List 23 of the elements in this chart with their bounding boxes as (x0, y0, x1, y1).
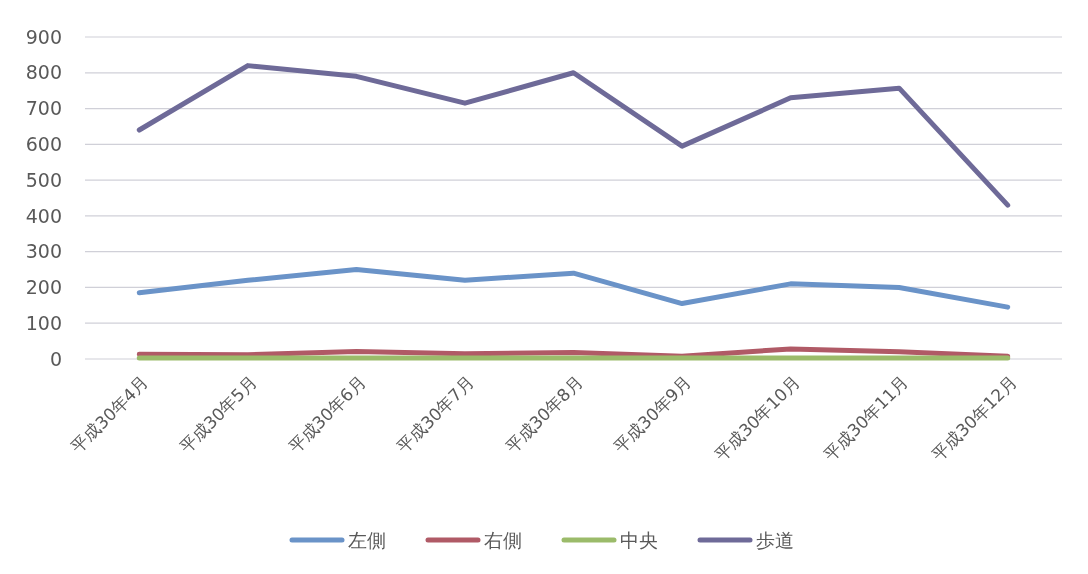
x-tick-label: 平成30年11月 (819, 371, 913, 465)
y-tick-label: 800 (25, 61, 62, 84)
legend-label: 歩道 (756, 528, 794, 551)
x-tick-label: 平成30年9月 (609, 371, 696, 458)
y-tick-label: 400 (25, 204, 62, 227)
x-tick-label: 平成30年8月 (501, 371, 587, 458)
y-tick-label: 100 (25, 311, 62, 334)
legend-label: 右側 (484, 528, 522, 551)
y-tick-label: 0 (49, 347, 62, 370)
x-tick-label: 平成30年6月 (284, 371, 370, 458)
legend-label: 左側 (348, 528, 386, 551)
y-tick-label: 900 (25, 25, 62, 48)
x-tick-label: 平成30年7月 (392, 371, 478, 458)
y-tick-label: 700 (25, 97, 62, 120)
y-tick-label: 300 (25, 240, 62, 263)
y-tick-label: 600 (25, 132, 62, 155)
x-tick-label: 平成30年4月 (67, 371, 153, 458)
legend-label: 中央 (620, 528, 658, 551)
y-tick-label: 200 (25, 276, 62, 299)
y-tick-label: 500 (25, 168, 62, 191)
x-tick-label: 平成30年5月 (175, 371, 261, 458)
x-tick-label: 平成30年12月 (927, 371, 1021, 465)
x-tick-label: 平成30年10月 (710, 371, 804, 465)
